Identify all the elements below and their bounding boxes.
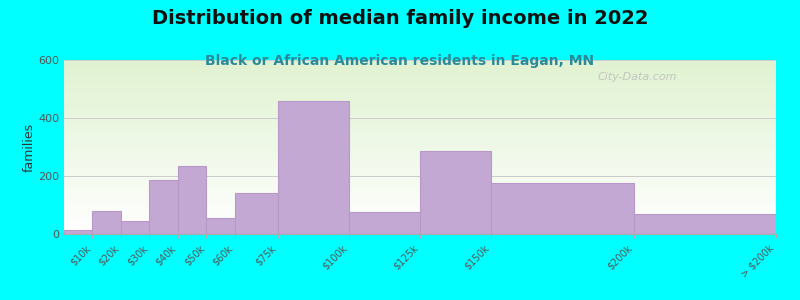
Bar [278,100,349,234]
Text: City-Data.com: City-Data.com [598,72,678,82]
Text: Distribution of median family income in 2022: Distribution of median family income in … [152,9,648,28]
Bar [634,214,776,234]
Y-axis label: families: families [22,122,35,172]
Bar [121,221,150,234]
Bar [235,194,278,234]
Bar [64,230,93,234]
Bar [206,218,235,234]
Bar [420,152,491,234]
Bar [491,183,634,234]
Text: Black or African American residents in Eagan, MN: Black or African American residents in E… [206,54,594,68]
Bar [178,166,206,234]
Bar [349,212,420,234]
Bar [93,211,121,234]
Bar [150,180,178,234]
